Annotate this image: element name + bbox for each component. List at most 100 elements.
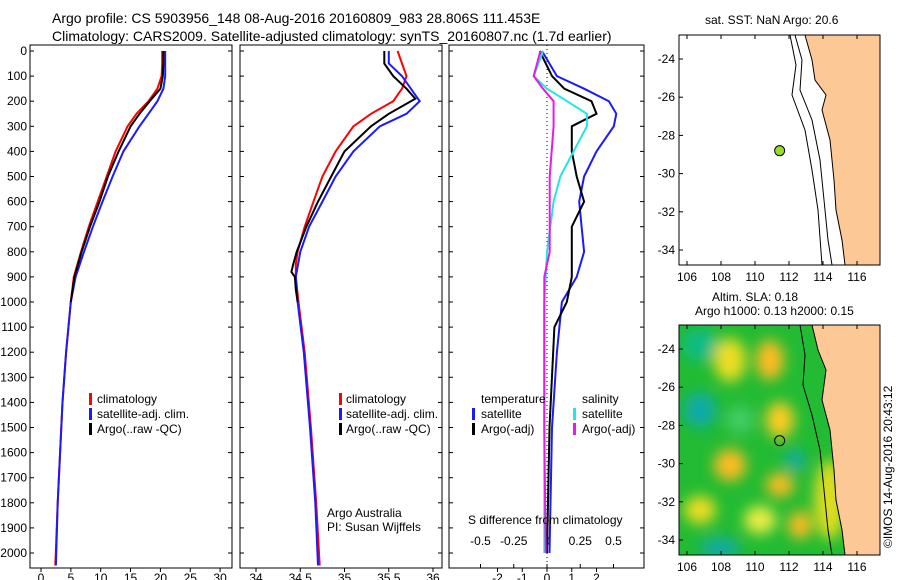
x-tick-label: 2 (593, 571, 600, 580)
plot-frame (29, 44, 233, 569)
legend-satellite: satellite-adj. clim. (346, 407, 438, 421)
isobath-contour (799, 325, 833, 555)
legend-swatch-magenta (573, 423, 576, 435)
depth-tick-label: 300 (7, 119, 27, 133)
lat-tick-label: -30 (658, 457, 676, 471)
lon-tick-label: 116 (847, 270, 866, 284)
depth-tick-label: 1300 (0, 370, 27, 384)
profile-satellite-adj-clim- (294, 51, 422, 566)
sla-map (679, 325, 880, 555)
depth-tick-label: 200 (7, 94, 27, 108)
depth-tick-label: 1800 (0, 496, 27, 510)
x-tick-label: 25 (184, 571, 198, 580)
depth-tick-label: 1900 (0, 521, 27, 535)
profile-lines (54, 51, 167, 566)
profile-argo-raw-qc- (69, 51, 165, 303)
legend-salinity-heading: salinity (582, 392, 619, 406)
legend-swatch-black (89, 423, 92, 435)
depth-tick-label: 1200 (0, 345, 27, 359)
s-tick-label: -0.25 (500, 534, 528, 548)
lon-tick-label: 112 (779, 270, 798, 284)
lon-tick-label: 110 (745, 560, 764, 574)
depth-tick-label: 900 (7, 270, 27, 284)
temperature-legend: climatology satellite-adj. clim. Argo(..… (89, 392, 189, 436)
legend-swatch-cyan (573, 408, 576, 420)
lon-tick-label: 106 (677, 270, 697, 284)
legend-swatch-red (89, 393, 92, 405)
profile-climatology (54, 51, 164, 566)
depth-tick-label: 0 (20, 44, 27, 58)
profile-t-satellite (541, 50, 618, 554)
lon-tick-label: 110 (745, 270, 764, 284)
isobath-contour (794, 35, 833, 265)
lat-tick-label: -32 (658, 205, 676, 219)
legend-satellite: satellite-adj. clim. (97, 407, 189, 421)
x-tick-label: -1 (517, 571, 528, 580)
profile-satellite-adj-clim- (54, 51, 167, 566)
lon-tick-label: 108 (711, 270, 731, 284)
legend-t-satellite: satellite (481, 407, 522, 421)
map1-axes: 106 108 110 112 114 116 -24 -26 -28 -30 -32 -34 (658, 34, 881, 284)
lat-tick-label: -28 (658, 128, 676, 142)
depth-tick-label: 2000 (0, 546, 27, 560)
map1-title: sat. SST: NaN Argo: 20.6 (705, 13, 839, 27)
x-tick-label: 20 (154, 571, 168, 580)
x-tick-label: 10 (94, 571, 108, 580)
depth-tick-label: 1400 (0, 395, 27, 409)
lat-tick-label: -26 (658, 90, 676, 104)
x-tick-label: 0 (38, 571, 45, 580)
s-tick-label: 0.25 (569, 534, 593, 548)
profile-lines (532, 50, 618, 554)
depth-tick-label: 400 (7, 144, 27, 158)
figure-title-line2: Climatology: CARS2009. Satellite-adjuste… (52, 28, 612, 44)
legend-swatch-black (472, 423, 475, 435)
legend-argo: Argo(..raw -QC) (346, 422, 431, 436)
map-frame (678, 324, 881, 556)
figure-title-line1: Argo profile: CS 5903956_148 08-Aug-2016… (52, 10, 540, 26)
lat-tick-label: -26 (658, 380, 676, 394)
legend-t-argo: Argo(-adj) (481, 422, 534, 436)
land-australia (804, 35, 880, 265)
depth-tick-label: 100 (7, 69, 27, 83)
s-tick-label: 0.5 (605, 534, 622, 548)
profile-s-satellite (532, 50, 588, 553)
map2-title-argo: Argo h1000: 0.13 h2000: 0.15 (695, 304, 854, 318)
argo-location-marker (774, 435, 786, 447)
argo-australia-label: Argo Australia (327, 506, 402, 520)
difference-legend: temperature satellite Argo(-adj) salinit… (468, 392, 635, 527)
plot-frame (239, 44, 443, 569)
depth-tick-label: 1100 (1, 320, 27, 334)
lon-tick-label: 116 (847, 560, 866, 574)
x-tick-label: -2 (492, 571, 503, 580)
lon-tick-label: 114 (813, 270, 832, 284)
argo-location-marker (774, 145, 786, 157)
lat-tick-label: -30 (658, 167, 676, 181)
land-australia (811, 325, 880, 555)
s-axis-label: S difference from climatology (468, 513, 623, 527)
lon-tick-label: 114 (813, 560, 832, 574)
legend-swatch-black (339, 423, 342, 435)
legend-s-argo: Argo(-adj) (582, 422, 635, 436)
map-frame (678, 34, 881, 266)
depth-tick-label: 700 (7, 220, 27, 234)
x-tick-label: 36 (426, 571, 440, 580)
x-tick-label: 35.5 (377, 571, 401, 580)
temperature-panel: 0100200300400500600700800900100011001200… (0, 44, 233, 580)
legend-climatology: climatology (97, 392, 157, 406)
legend-swatch-blue (472, 408, 475, 420)
profile-argo-raw-qc- (290, 51, 417, 303)
x-tick-label: 0 (544, 571, 551, 580)
legend-argo: Argo(..raw -QC) (97, 422, 182, 436)
depth-tick-label: 800 (7, 245, 27, 259)
lat-tick-label: -24 (658, 342, 676, 356)
lat-tick-label: -32 (658, 495, 676, 509)
profile-t-argo-adj- (538, 50, 598, 554)
depth-tick-label: 1500 (0, 421, 27, 435)
depth-tick-label: 1000 (0, 295, 27, 309)
credit-text: ©IMOS 14-Aug-2016 20:43:12 (881, 385, 895, 548)
profile-s-argo-adj- (532, 50, 555, 554)
sst-map (679, 35, 880, 265)
profile-lines (290, 50, 422, 566)
